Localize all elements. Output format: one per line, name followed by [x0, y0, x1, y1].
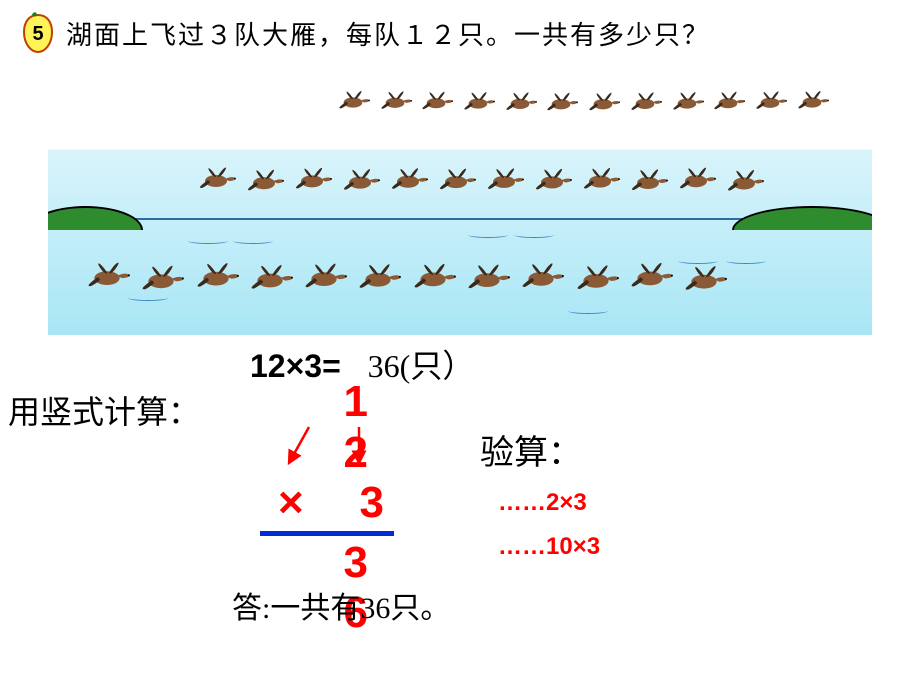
goose-icon — [676, 164, 718, 197]
lake-illustration — [48, 70, 872, 335]
goose-icon — [518, 259, 566, 296]
goose-icon — [580, 165, 622, 198]
vcalc-operand: 3 — [360, 478, 384, 529]
goose-icon — [461, 89, 497, 118]
goose-icon — [247, 261, 295, 298]
goose-icon — [753, 88, 789, 117]
verify-label: 验算： — [480, 425, 582, 474]
wave-mark — [468, 232, 508, 238]
goose-icon — [795, 88, 831, 117]
land-right — [732, 206, 872, 230]
wave-mark — [726, 258, 766, 264]
land-left — [48, 206, 143, 230]
goose-icon — [410, 260, 458, 297]
goose-icon — [484, 165, 526, 198]
goose-icon — [586, 90, 622, 119]
wave-mark — [514, 232, 554, 238]
goose-icon — [628, 166, 670, 199]
goose-icon — [84, 259, 132, 296]
verify-step-2: ……10×3 — [498, 533, 600, 561]
goose-icon — [244, 166, 286, 199]
question-badge: 5 — [20, 12, 56, 54]
goose-icon — [436, 165, 478, 198]
geese-row — [336, 90, 830, 119]
goose-icon — [196, 164, 238, 197]
question-number: 5 — [32, 23, 43, 45]
goose-icon — [503, 89, 539, 118]
goose-icon — [627, 259, 675, 296]
goose-icon — [388, 165, 430, 198]
wave-mark — [568, 308, 608, 314]
goose-icon — [340, 166, 382, 199]
answer-line: 答:一共有36只。 — [232, 583, 450, 627]
goose-icon — [573, 261, 621, 298]
vcalc-top: 1 2 — [278, 377, 388, 478]
goose-icon — [670, 89, 706, 118]
goose-icon — [464, 261, 512, 298]
question-bar: 5 湖面上飞过３队大雁，每队１２只。一共有多少只？ — [0, 0, 920, 60]
geese-row — [84, 260, 730, 297]
wave-mark — [188, 238, 228, 244]
goose-icon — [532, 165, 574, 198]
geese-row — [196, 165, 766, 198]
goose-icon — [301, 260, 349, 297]
goose-icon — [419, 89, 455, 118]
wave-mark — [678, 258, 718, 264]
goose-icon — [711, 89, 747, 118]
goose-icon — [336, 88, 372, 117]
verify-step-1: ……2×3 — [498, 489, 587, 517]
vcalc-op-row: × 3 — [278, 478, 388, 529]
goose-icon — [138, 262, 186, 299]
goose-icon — [724, 166, 766, 199]
question-text: 湖面上飞过３队大雁，每队１２只。一共有多少只？ — [66, 15, 710, 52]
vcalc-line — [260, 531, 394, 536]
wave-mark — [233, 238, 273, 244]
method-label: 用竖式计算： — [8, 387, 200, 433]
goose-icon — [193, 259, 241, 296]
goose-icon — [378, 88, 414, 117]
goose-icon — [681, 262, 729, 299]
solution-area: 12×3= 36(只） 用竖式计算： 1 2 × 3 3 6 验算： ……2×3… — [0, 341, 920, 681]
goose-icon — [544, 90, 580, 119]
goose-icon — [628, 89, 664, 118]
wave-mark — [128, 295, 168, 301]
goose-icon — [292, 164, 334, 197]
vcalc-operator: × — [278, 478, 304, 529]
goose-icon — [355, 260, 403, 297]
